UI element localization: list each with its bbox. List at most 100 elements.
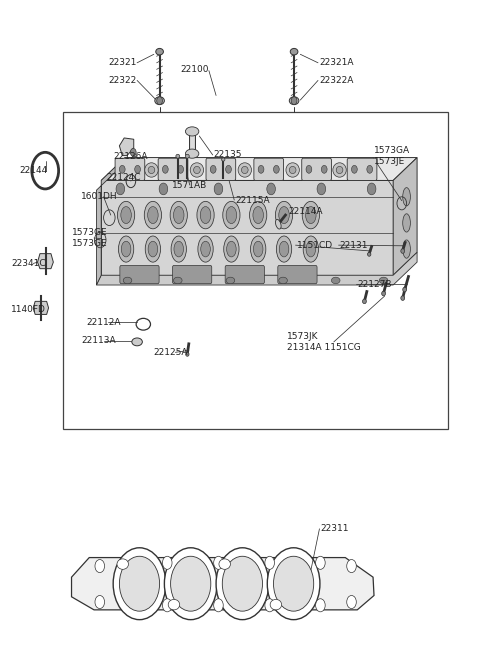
Ellipse shape (224, 236, 239, 262)
Text: 22321A: 22321A (319, 58, 353, 67)
Text: 1573GE
1573GE: 1573GE 1573GE (72, 228, 107, 248)
Text: 22115A: 22115A (235, 196, 270, 204)
Ellipse shape (368, 252, 371, 256)
Ellipse shape (200, 206, 211, 223)
Ellipse shape (185, 127, 199, 136)
Ellipse shape (306, 241, 316, 257)
Ellipse shape (222, 158, 225, 161)
Circle shape (162, 166, 168, 174)
Ellipse shape (336, 166, 343, 174)
Ellipse shape (121, 241, 131, 257)
Circle shape (322, 166, 327, 174)
Ellipse shape (155, 97, 164, 105)
Circle shape (159, 183, 168, 195)
Ellipse shape (401, 249, 405, 253)
FancyBboxPatch shape (225, 265, 264, 284)
Circle shape (267, 183, 276, 195)
Ellipse shape (331, 277, 340, 284)
Text: 1573JK
21314A 1151CG: 1573JK 21314A 1151CG (287, 332, 360, 352)
Circle shape (258, 166, 264, 174)
Circle shape (164, 548, 217, 620)
Circle shape (162, 556, 172, 569)
Ellipse shape (176, 155, 180, 159)
Text: 22125A: 22125A (153, 348, 187, 357)
Ellipse shape (201, 241, 210, 257)
Ellipse shape (276, 236, 292, 262)
Ellipse shape (276, 201, 293, 229)
Circle shape (157, 97, 162, 105)
Circle shape (214, 599, 223, 612)
Polygon shape (393, 158, 417, 275)
Ellipse shape (238, 163, 252, 177)
Text: 1601DH: 1601DH (81, 193, 118, 201)
Circle shape (120, 556, 159, 611)
Ellipse shape (190, 163, 204, 177)
Polygon shape (96, 158, 125, 285)
Text: 22322: 22322 (109, 76, 137, 85)
Ellipse shape (289, 97, 299, 105)
Ellipse shape (174, 241, 183, 257)
Ellipse shape (302, 201, 320, 229)
Ellipse shape (253, 241, 263, 257)
Circle shape (265, 556, 275, 569)
Ellipse shape (132, 338, 143, 346)
Ellipse shape (401, 296, 405, 301)
Circle shape (267, 548, 320, 620)
Circle shape (367, 166, 372, 174)
Ellipse shape (226, 206, 237, 223)
Text: 22322A: 22322A (319, 76, 353, 85)
Ellipse shape (303, 236, 319, 262)
Ellipse shape (148, 241, 157, 257)
Ellipse shape (286, 163, 300, 177)
Ellipse shape (279, 241, 289, 257)
Ellipse shape (250, 201, 267, 229)
Circle shape (135, 166, 141, 174)
FancyBboxPatch shape (347, 159, 377, 180)
Polygon shape (120, 138, 134, 156)
Ellipse shape (145, 236, 160, 262)
Polygon shape (101, 180, 393, 275)
FancyBboxPatch shape (302, 159, 331, 180)
Ellipse shape (118, 201, 135, 229)
Circle shape (116, 183, 125, 195)
Ellipse shape (185, 155, 189, 159)
Ellipse shape (333, 163, 346, 177)
Circle shape (316, 556, 325, 569)
Circle shape (367, 183, 376, 195)
Polygon shape (33, 301, 48, 314)
FancyBboxPatch shape (278, 265, 317, 284)
Polygon shape (37, 253, 53, 269)
Ellipse shape (251, 236, 266, 262)
Ellipse shape (171, 236, 186, 262)
Circle shape (214, 183, 223, 195)
Circle shape (95, 559, 105, 572)
Text: 22113A: 22113A (81, 336, 116, 345)
Polygon shape (96, 252, 417, 285)
Text: 1573GA
1573JE: 1573GA 1573JE (374, 146, 410, 166)
Ellipse shape (145, 163, 158, 177)
Ellipse shape (148, 206, 158, 223)
Text: 22114A: 22114A (288, 207, 323, 215)
Circle shape (95, 595, 105, 608)
Ellipse shape (193, 166, 200, 174)
Ellipse shape (144, 201, 161, 229)
FancyBboxPatch shape (115, 159, 145, 180)
Text: 1571AB: 1571AB (172, 181, 207, 189)
Text: 22311: 22311 (321, 524, 349, 533)
Text: 22126A: 22126A (113, 152, 148, 160)
Circle shape (226, 166, 231, 174)
FancyBboxPatch shape (172, 265, 212, 284)
Ellipse shape (276, 219, 281, 229)
FancyBboxPatch shape (206, 159, 236, 180)
Circle shape (216, 548, 269, 620)
Circle shape (274, 166, 279, 174)
Ellipse shape (148, 166, 155, 174)
Ellipse shape (197, 201, 214, 229)
Circle shape (131, 149, 136, 157)
Circle shape (306, 166, 312, 174)
Circle shape (317, 183, 325, 195)
Text: 22112A: 22112A (86, 318, 120, 327)
Circle shape (120, 166, 125, 174)
Circle shape (274, 556, 314, 611)
Ellipse shape (241, 166, 248, 174)
